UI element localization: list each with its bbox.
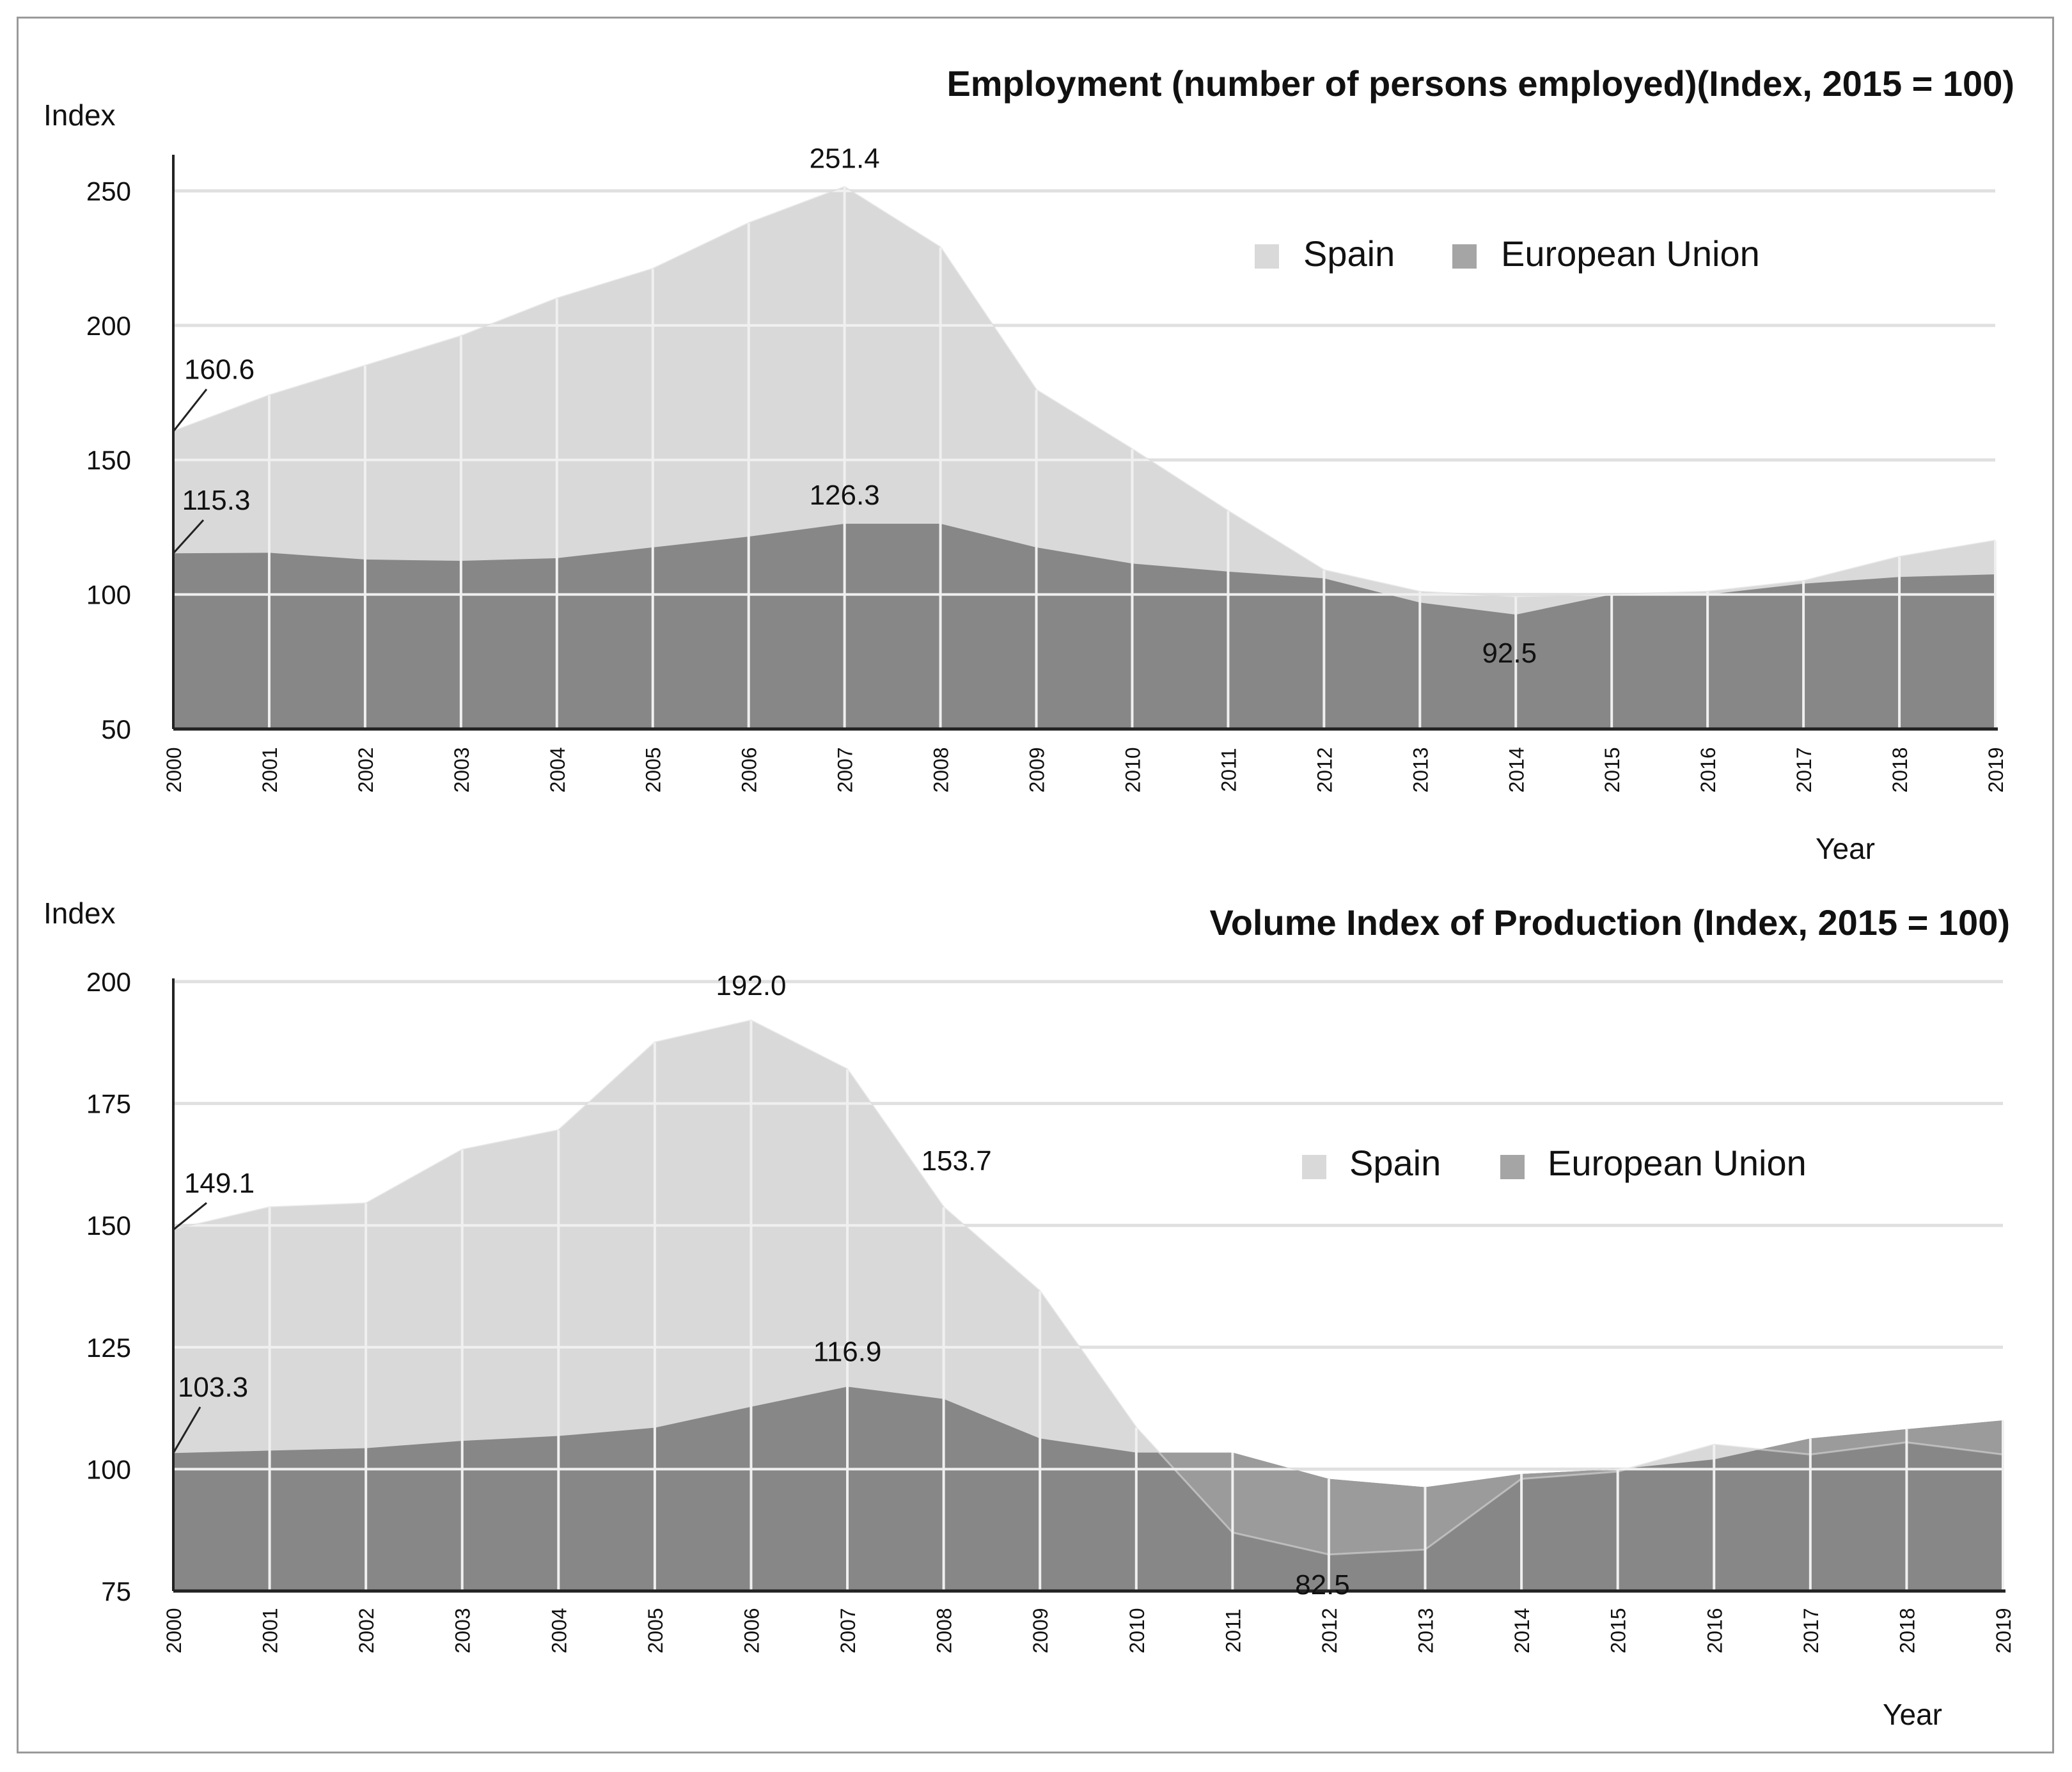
legend-swatch-eu [1500,1155,1525,1179]
y-tick-label: 50 [101,714,131,744]
plot-area [172,978,2005,1593]
data-label: 116.9 [813,1337,882,1368]
x-tick-label: 2011 [1217,748,1240,792]
data-label: 115.3 [182,485,251,516]
area-european-union [173,523,1995,729]
area-european-union [173,1386,2003,1591]
legend-label-eu: European Union [1501,233,1760,274]
x-tick-label: 2014 [1511,1608,1534,1653]
x-tick-label: 2007 [834,747,857,792]
x-tick-label: 2010 [1126,1608,1149,1653]
data-label: 103.3 [178,1372,248,1403]
line-spain [173,1019,2004,1556]
plot-area [172,155,1998,731]
x-tick-label: 2015 [1601,747,1624,792]
x-tick-label: 2004 [547,1608,570,1653]
x-tick-label: 2003 [451,1608,475,1653]
data-label: 92.5 [1482,638,1537,669]
x-tick-label: 2004 [546,747,569,792]
y-axis-label: Index [43,897,116,930]
employment-chart: Employment (number of persons employed)(… [43,63,2014,865]
x-tick-label: 2006 [740,1608,763,1653]
x-tick-label: 2010 [1121,747,1144,792]
x-tick-label: 2008 [930,747,953,792]
x-axis-label: Year [1883,1698,1942,1731]
x-tick-label: 2005 [642,747,665,792]
y-axis-label: Index [43,98,116,132]
y-tick-label: 125 [86,1333,131,1363]
x-tick-label: 2012 [1313,747,1336,792]
y-tick-label: 150 [86,1211,131,1241]
legend-swatch-eu [1452,244,1477,269]
data-label: 149.1 [184,1168,255,1199]
legend-swatch-spain [1255,244,1279,269]
x-tick-label: 2015 [1607,1608,1630,1653]
x-tick-label: 2016 [1697,747,1720,792]
x-tick-label: 2017 [1793,747,1816,792]
x-tick-label: 2019 [1992,1608,2015,1653]
data-label: 160.6 [184,354,255,386]
x-tick-label: 2014 [1505,747,1528,792]
x-tick-label: 2000 [162,1608,185,1653]
figure-frame [17,17,2054,1753]
x-tick-label: 2005 [644,1608,667,1653]
legend-label-spain: Spain [1349,1143,1441,1183]
data-label: 82.5 [1295,1569,1350,1601]
x-tick-label: 2009 [1029,1608,1052,1653]
x-tick-label: 2006 [738,747,761,792]
y-tick-label: 150 [86,445,131,475]
y-tick-label: 250 [86,176,131,206]
annotation-leader [172,1406,201,1454]
x-tick-label: 2013 [1415,1608,1438,1653]
legend-label-spain: Spain [1303,233,1395,274]
x-tick-label: 2017 [1800,1608,1823,1653]
x-axis-label: Year [1816,832,1875,865]
x-tick-label: 2000 [162,747,185,792]
chart-title: Employment (number of persons employed)(… [946,63,2014,104]
x-tick-label: 2003 [450,747,473,792]
production-chart: Volume Index of Production (Index, 2015 … [43,897,2015,1731]
annotation-leader [172,388,208,432]
line-spain [173,185,1996,599]
x-tick-label: 2002 [354,747,377,792]
annotation-leader [172,519,205,554]
y-tick-label: 200 [86,311,131,341]
x-tick-label: 2007 [836,1608,859,1653]
legend-swatch-spain [1302,1155,1326,1179]
legend: Spain European Union [1302,1143,1807,1183]
x-tick-label: 2018 [1888,747,1911,792]
legend-label-eu: European Union [1548,1143,1807,1183]
y-tick-label: 75 [101,1576,131,1606]
data-label: 192.0 [716,970,786,1001]
x-tick-label: 2019 [1984,747,2007,792]
x-tick-label: 2013 [1409,747,1432,792]
x-tick-label: 2001 [259,1608,282,1653]
data-label: 126.3 [810,480,880,511]
chart-title: Volume Index of Production (Index, 2015 … [1210,902,2011,943]
x-tick-label: 2002 [355,1608,378,1653]
x-tick-label: 2012 [1318,1608,1341,1653]
data-label: 153.7 [922,1145,992,1177]
x-tick-label: 2009 [1026,747,1049,792]
x-tick-label: 2011 [1221,1609,1244,1653]
y-tick-label: 200 [86,967,131,997]
legend: Spain European Union [1255,233,1760,274]
x-tick-label: 2008 [933,1608,956,1653]
annotation-leader [173,1202,207,1231]
x-tick-label: 2001 [258,747,281,792]
y-tick-label: 100 [86,1454,131,1484]
x-tick-label: 2018 [1895,1608,1919,1653]
y-tick-label: 175 [86,1089,131,1119]
x-tick-label: 2016 [1703,1608,1726,1653]
y-tick-label: 100 [86,580,131,610]
data-label: 251.4 [810,143,880,175]
